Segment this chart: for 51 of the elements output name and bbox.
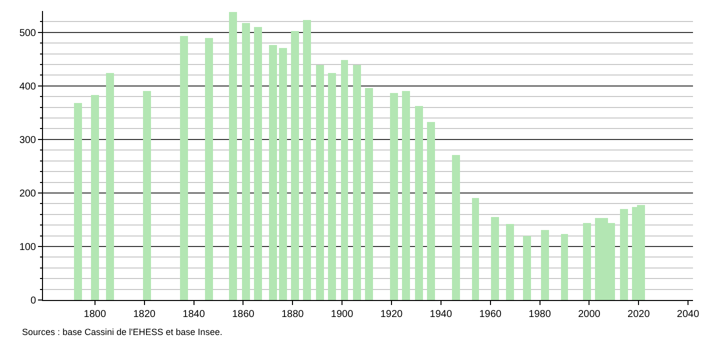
bar xyxy=(491,217,499,300)
x-tick-label: 1800 xyxy=(84,309,106,320)
bar xyxy=(143,91,151,300)
x-tick-label: 2000 xyxy=(578,309,601,320)
bar xyxy=(583,223,591,300)
y-tick-label: 200 xyxy=(19,188,36,200)
x-tick-label: 1840 xyxy=(182,309,206,320)
y-tick-label: 0 xyxy=(30,296,36,306)
bar xyxy=(541,230,549,300)
bar xyxy=(91,95,99,300)
x-tick-label: 1900 xyxy=(330,309,354,320)
x-tick-label: 2040 xyxy=(676,309,700,320)
x-tick-label: 1880 xyxy=(281,309,304,320)
bar xyxy=(229,12,237,300)
x-tick-label: 1980 xyxy=(528,309,552,320)
bar xyxy=(390,93,398,300)
y-tick-label: 400 xyxy=(19,81,36,92)
bar xyxy=(427,122,435,300)
source-note: Sources : base Cassini de l'EHESS et base Insee. xyxy=(22,327,222,337)
bar xyxy=(523,236,531,300)
bar xyxy=(180,36,188,300)
bar xyxy=(472,198,479,300)
x-tick-label: 1820 xyxy=(133,309,156,320)
bar xyxy=(452,155,460,300)
bar xyxy=(205,38,213,300)
x-tick-label: 2020 xyxy=(628,309,650,320)
bar xyxy=(561,234,568,300)
bar xyxy=(341,60,348,300)
x-tick-label: 1860 xyxy=(232,309,255,320)
bar xyxy=(74,103,82,300)
x-tick-label: 1920 xyxy=(380,309,404,320)
bar xyxy=(254,27,262,300)
x-tick-label: 1940 xyxy=(430,309,452,320)
bar xyxy=(279,48,287,300)
y-tick-label: 100 xyxy=(19,242,36,253)
bar xyxy=(620,209,628,300)
bar xyxy=(316,65,324,300)
y-tick-label: 500 xyxy=(19,28,36,39)
bar xyxy=(242,23,250,300)
bar xyxy=(269,45,277,300)
bar xyxy=(415,106,423,300)
bar xyxy=(291,31,299,300)
bar xyxy=(506,224,514,300)
x-tick-label: 1960 xyxy=(479,309,502,320)
bar xyxy=(402,91,410,300)
y-tick-label: 300 xyxy=(19,134,36,146)
bar xyxy=(365,88,373,300)
bar xyxy=(353,65,361,300)
bar xyxy=(303,20,311,300)
bar xyxy=(106,73,114,300)
bar xyxy=(328,73,336,300)
